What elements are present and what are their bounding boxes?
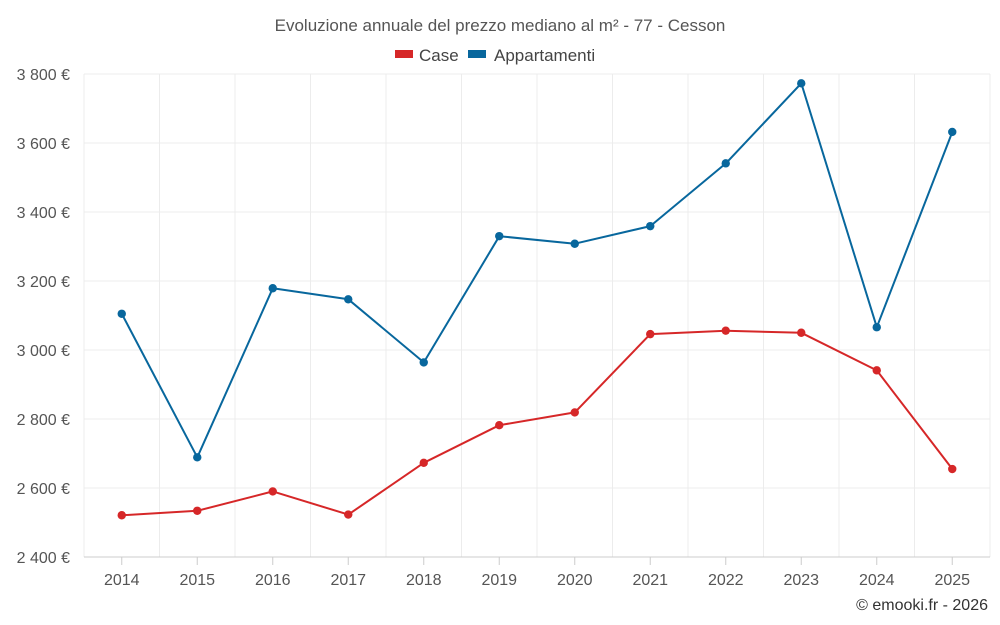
y-tick-label: 3 800 € (17, 67, 70, 84)
x-tick-label: 2020 (557, 572, 593, 589)
data-point-case[interactable] (419, 458, 428, 468)
x-tick-label: 2023 (783, 572, 819, 589)
chart-legend: Case Appartamenti (395, 46, 595, 65)
x-tick-label: 2014 (104, 572, 140, 589)
legend-label-case[interactable]: Case (419, 46, 459, 65)
x-tick-label: 2021 (632, 572, 668, 589)
x-tick-label: 2017 (330, 572, 366, 589)
data-point-case[interactable] (570, 408, 579, 417)
x-tick-label: 2022 (708, 572, 744, 589)
grid (83, 73, 991, 557)
data-point-case[interactable] (872, 366, 881, 375)
y-tick-label: 3 000 € (17, 343, 70, 360)
data-point-appartamenti[interactable] (193, 453, 202, 462)
data-point-appartamenti[interactable] (419, 358, 428, 367)
x-tick-label: 2024 (859, 572, 895, 589)
data-point-appartamenti[interactable] (948, 127, 957, 137)
x-axis: 2014 2015 2016 2017 2018 2019 2020 2021 2022 2023… (84, 556, 990, 589)
y-tick-label: 3 200 € (17, 274, 70, 291)
data-point-case[interactable] (344, 510, 353, 519)
legend-swatch-appartamenti (468, 50, 486, 58)
y-tick-label: 3 400 € (17, 205, 70, 222)
chart-title: Evoluzione annuale del prezzo mediano al… (275, 16, 726, 35)
data-point-case[interactable] (721, 326, 730, 335)
data-point-appartamenti[interactable] (646, 221, 655, 231)
data-point-case[interactable] (948, 464, 957, 474)
legend-label-appartamenti[interactable]: Appartamenti (494, 46, 595, 65)
y-tick-label: 2 400 € (17, 550, 70, 567)
y-axis: 2 400 € 2 600 € 2 800 € 3 000 € 3 200 € 3 400… (17, 67, 70, 567)
credit-text: © emooki.fr - 2026 (856, 597, 988, 614)
data-point-case[interactable] (117, 511, 126, 520)
data-point-appartamenti[interactable] (268, 284, 277, 293)
x-tick-label: 2025 (934, 572, 970, 589)
y-tick-label: 2 600 € (17, 481, 70, 498)
data-point-case[interactable] (193, 506, 202, 515)
data-point-case[interactable] (268, 487, 277, 496)
x-tick-label: 2019 (481, 572, 517, 589)
data-point-appartamenti[interactable] (797, 79, 806, 88)
data-point-appartamenti[interactable] (495, 231, 504, 241)
x-tick-label: 2015 (179, 572, 215, 589)
data-point-appartamenti[interactable] (570, 239, 579, 248)
series (117, 79, 957, 520)
data-point-appartamenti[interactable] (721, 159, 730, 168)
legend-swatch-case (395, 50, 413, 58)
data-point-case[interactable] (797, 328, 806, 337)
x-tick-label: 2018 (406, 572, 442, 589)
series-line-appartamenti (120, 82, 954, 459)
data-point-case[interactable] (495, 421, 504, 430)
data-point-appartamenti[interactable] (117, 309, 126, 318)
x-tick-label: 2016 (255, 572, 291, 589)
y-tick-label: 3 600 € (17, 136, 70, 153)
data-point-appartamenti[interactable] (344, 295, 353, 304)
data-point-appartamenti[interactable] (872, 323, 881, 332)
y-tick-label: 2 800 € (17, 412, 70, 429)
data-point-case[interactable] (646, 329, 655, 339)
series-line-case (121, 329, 954, 517)
